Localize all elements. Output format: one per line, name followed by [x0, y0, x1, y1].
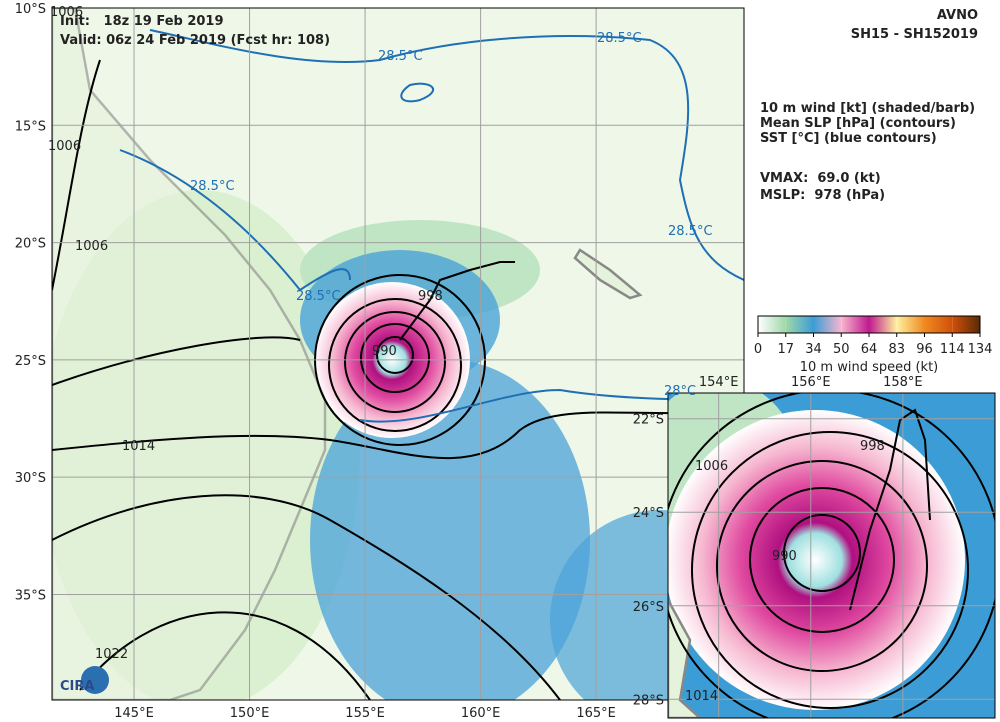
lat-label: 35°S [15, 588, 46, 603]
contour-label: 1014 [122, 439, 155, 454]
contour-label: 998 [860, 439, 885, 454]
sst-label: 28.5°C [378, 49, 423, 64]
legend-line: Mean SLP [hPa] (contours) [760, 116, 956, 131]
colorbar-segment [785, 316, 814, 333]
inset-frame [667, 392, 996, 719]
lat-label: 10°S [15, 2, 46, 17]
logo: CIRA [60, 679, 94, 694]
lat-label: 26°S [633, 600, 664, 615]
sst-label: 28.5°C [296, 289, 341, 304]
colorbar-tick-label: 0 [754, 342, 762, 357]
valid-label: Valid: 06z 24 Feb 2019 (Fcst hr: 108) [60, 33, 330, 48]
colorbar-segment [869, 316, 897, 333]
coastline [668, 599, 702, 718]
lat-label: 24°S [633, 506, 664, 521]
lon-label: 165°E [576, 706, 616, 721]
colorbar-segment [924, 316, 953, 333]
lon-label: 156°E [791, 375, 831, 390]
lon-label: 145°E [114, 706, 154, 721]
colorbar-tick-label: 34 [805, 342, 822, 357]
contour-label: 998 [418, 289, 443, 304]
lat-label: 22°S [633, 413, 664, 428]
inset-map [668, 393, 995, 718]
colorbar-tick-label: 17 [777, 342, 794, 357]
colorbar-tick-label: 134 [968, 342, 993, 357]
sst-label: 28.5°C [668, 224, 713, 239]
coastline [52, 8, 327, 700]
contour-label: 990 [372, 344, 397, 359]
lon-label: 154°E [699, 375, 739, 390]
storm-label: SH15 - SH152019 [851, 27, 978, 42]
logo-mark [81, 666, 109, 694]
colorbar-label: 10 m wind speed (kt) [800, 360, 939, 375]
sst-label: 28.5°C [190, 179, 235, 194]
lon-label: 155°E [345, 706, 385, 721]
colorbar-segment [841, 316, 869, 333]
contour-label: 1006 [48, 139, 81, 154]
contour-label: 1006 [695, 459, 728, 474]
colorbar-segment [896, 316, 925, 333]
colorbar-tick-label: 114 [940, 342, 965, 357]
lon-label: 160°E [461, 706, 501, 721]
model-label: AVNO [937, 8, 978, 23]
lat-label: 15°S [15, 119, 46, 134]
lon-label: 150°E [230, 706, 270, 721]
colorbar-segment [952, 316, 980, 333]
contour-label: 1022 [95, 647, 128, 662]
legend-line: 10 m wind [kt] (shaded/barb) [760, 101, 975, 116]
colorbar-tick-label: 50 [833, 342, 850, 357]
vmax: VMAX: 69.0 (kt) [760, 171, 881, 186]
init-label: Init: 18z 19 Feb 2019 [60, 14, 224, 29]
lon-label: 158°E [883, 375, 923, 390]
lat-label: 20°S [15, 237, 46, 252]
contour-label: 990 [772, 549, 797, 564]
pressure-contours [668, 393, 995, 718]
colorbar-segment [813, 316, 842, 333]
storm-core [668, 410, 965, 710]
contour-label: 1006 [75, 239, 108, 254]
sst-label: 28°C [664, 384, 696, 399]
lat-label: 28°S [633, 693, 664, 708]
grid [668, 393, 995, 718]
map-frame [51, 7, 745, 701]
mslp: MSLP: 978 (hPa) [760, 188, 885, 203]
colorbar-segment [758, 316, 786, 333]
lat-label: 30°S [15, 471, 46, 486]
contour-label: 1014 [685, 689, 718, 704]
colorbar-tick-label: 96 [916, 342, 933, 357]
colorbar-tick-label: 64 [861, 342, 878, 357]
island [573, 248, 643, 300]
legend-line: SST [°C] (blue contours) [760, 131, 937, 146]
lat-label: 25°S [15, 354, 46, 369]
main-map [52, 8, 744, 700]
sst-label: 28.5°C [597, 31, 642, 46]
wind-shade [310, 360, 590, 700]
contour-label: 1006 [50, 5, 83, 20]
grid [52, 8, 744, 700]
colorbar-tick-label: 83 [888, 342, 905, 357]
